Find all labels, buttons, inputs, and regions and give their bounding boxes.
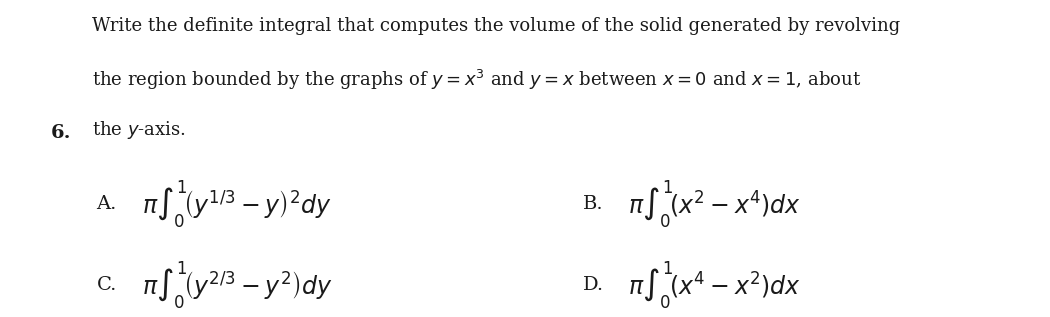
Text: $\pi \int_0^1 \!\left(y^{1/3} - y\right)^{2} dy$: $\pi \int_0^1 \!\left(y^{1/3} - y\right)… — [142, 179, 332, 230]
Text: $\pi \int_0^1 \!\left(x^2 - x^4\right) dx$: $\pi \int_0^1 \!\left(x^2 - x^4\right) d… — [628, 179, 801, 230]
Text: B.: B. — [583, 196, 604, 213]
Text: Write the definite integral that computes the volume of the solid generated by r: Write the definite integral that compute… — [92, 17, 901, 36]
Text: D.: D. — [583, 276, 604, 294]
Text: C.: C. — [97, 276, 117, 294]
Text: 6.: 6. — [50, 124, 71, 142]
Text: the region bounded by the graphs of $y = x^3$ and $y = x$ between $x = 0$ and $x: the region bounded by the graphs of $y =… — [92, 68, 862, 92]
Text: the $y$-axis.: the $y$-axis. — [92, 119, 186, 141]
Text: A.: A. — [97, 196, 117, 213]
Text: $\pi \int_0^1 \!\left(y^{2/3} - y^2\right) dy$: $\pi \int_0^1 \!\left(y^{2/3} - y^2\righ… — [142, 260, 333, 311]
Text: $\pi \int_0^1 \!\left(x^4 - x^2\right) dx$: $\pi \int_0^1 \!\left(x^4 - x^2\right) d… — [628, 260, 801, 311]
